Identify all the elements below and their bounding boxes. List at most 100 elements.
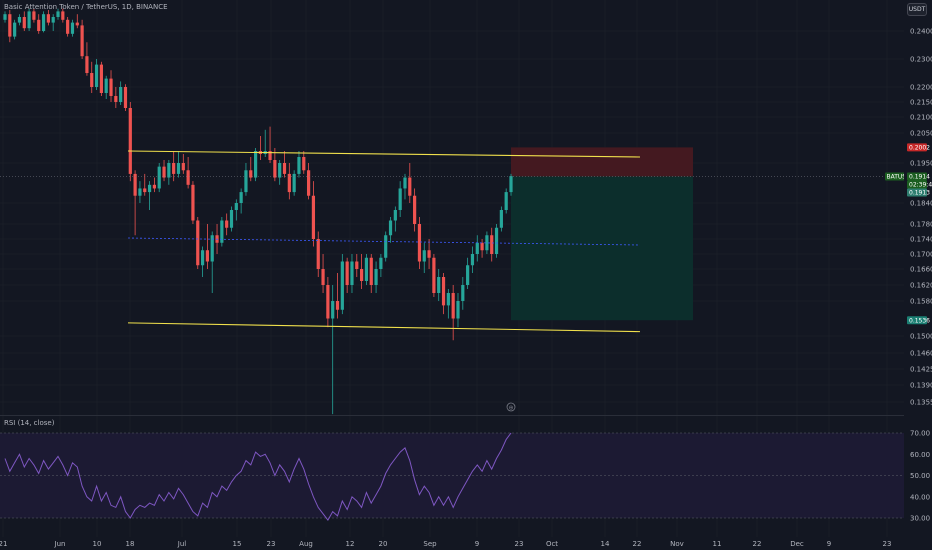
symbol-label-bg bbox=[885, 172, 907, 181]
countdown-tag: 02:39:47 bbox=[907, 180, 932, 189]
candle-body bbox=[456, 301, 460, 319]
candle-body bbox=[480, 242, 484, 251]
rsi-tick-label: 40.00 bbox=[910, 493, 930, 501]
candle bbox=[398, 181, 402, 217]
candle bbox=[268, 126, 272, 163]
time-tick-label: Jul bbox=[177, 540, 187, 548]
candle bbox=[157, 163, 161, 193]
candle bbox=[90, 61, 94, 93]
candle-body bbox=[470, 254, 475, 266]
time-tick-label: 18 bbox=[126, 540, 135, 548]
stop-price-tag-text: 0.2002 bbox=[909, 144, 930, 151]
currency-button[interactable]: USDT bbox=[907, 3, 927, 16]
time-tick-label: 22 bbox=[633, 540, 642, 548]
candle bbox=[234, 199, 238, 221]
channel-lower-line[interactable] bbox=[127, 322, 641, 333]
candle-body bbox=[191, 184, 195, 221]
candle-body bbox=[162, 166, 166, 178]
candle-body bbox=[167, 163, 171, 178]
channel-mid-line[interactable] bbox=[127, 237, 641, 246]
candle-body bbox=[8, 14, 12, 37]
candle-body bbox=[292, 173, 296, 193]
candle-body bbox=[234, 203, 238, 210]
time-tick-label: 9 bbox=[475, 540, 479, 548]
candle bbox=[403, 173, 407, 200]
time-tick-label: 10 bbox=[93, 540, 102, 548]
candle-body bbox=[485, 235, 489, 251]
candle bbox=[287, 163, 291, 200]
candle-body bbox=[360, 269, 364, 281]
candle bbox=[13, 19, 17, 40]
candle-body bbox=[350, 261, 354, 285]
candle-body bbox=[432, 257, 436, 293]
candle bbox=[307, 163, 311, 200]
candle bbox=[504, 188, 508, 214]
candle bbox=[119, 81, 123, 105]
candle bbox=[66, 17, 70, 37]
candle bbox=[27, 8, 31, 31]
candle bbox=[480, 239, 484, 258]
candle bbox=[340, 254, 344, 315]
candle bbox=[432, 254, 436, 297]
time-tick-label: Dec bbox=[790, 540, 804, 548]
candle bbox=[41, 11, 46, 33]
candle-body bbox=[451, 293, 455, 319]
candle-body bbox=[109, 78, 113, 96]
candle-body bbox=[200, 250, 205, 266]
candle bbox=[200, 246, 205, 277]
svg-text:⊕: ⊕ bbox=[508, 404, 513, 411]
target-price-tag: 0.1536 bbox=[907, 316, 930, 325]
candle-body bbox=[302, 157, 306, 171]
symbol-label-text: BATUSDT bbox=[887, 173, 915, 180]
candle bbox=[152, 177, 156, 193]
candle bbox=[3, 11, 7, 23]
candle bbox=[335, 273, 340, 319]
candle-body bbox=[210, 235, 214, 262]
candle-body bbox=[494, 227, 499, 254]
channel-upper-line[interactable] bbox=[127, 150, 641, 158]
candle bbox=[229, 206, 234, 232]
candle bbox=[138, 181, 142, 203]
candle-body bbox=[46, 14, 50, 23]
candle-body bbox=[176, 163, 181, 174]
candle-body bbox=[147, 184, 152, 193]
candle bbox=[302, 151, 306, 174]
candle-body bbox=[446, 293, 450, 306]
position-zones bbox=[511, 147, 693, 321]
candle-body bbox=[417, 224, 422, 262]
time-tick-label: 20 bbox=[379, 540, 388, 548]
rsi-pane bbox=[0, 432, 904, 522]
candle-body bbox=[225, 220, 229, 228]
candle-body bbox=[80, 25, 84, 57]
candle bbox=[490, 227, 494, 262]
candle-body bbox=[345, 261, 349, 285]
time-axis[interactable]: 21 Jun 10 18 Jul 15 23 Aug 12 20 Sep 9 23 Oct 14 22 Nov 1… bbox=[0, 537, 932, 550]
candle-body bbox=[364, 257, 369, 281]
candle bbox=[374, 261, 378, 293]
candle bbox=[456, 293, 460, 328]
candle-body bbox=[104, 78, 108, 93]
candle-body bbox=[114, 96, 118, 102]
time-tick-label: 23 bbox=[515, 540, 524, 548]
candle bbox=[461, 277, 465, 310]
candle bbox=[379, 254, 383, 277]
candle bbox=[393, 206, 397, 232]
time-tick-label: Aug bbox=[299, 540, 313, 548]
candle-body bbox=[384, 235, 388, 258]
candle bbox=[326, 277, 330, 328]
candle-body bbox=[369, 257, 373, 285]
time-tick-label: 14 bbox=[601, 540, 610, 548]
goto-realtime-icon[interactable]: ⊕ bbox=[506, 402, 516, 412]
candle-body bbox=[374, 269, 378, 285]
candle-body bbox=[152, 184, 156, 189]
